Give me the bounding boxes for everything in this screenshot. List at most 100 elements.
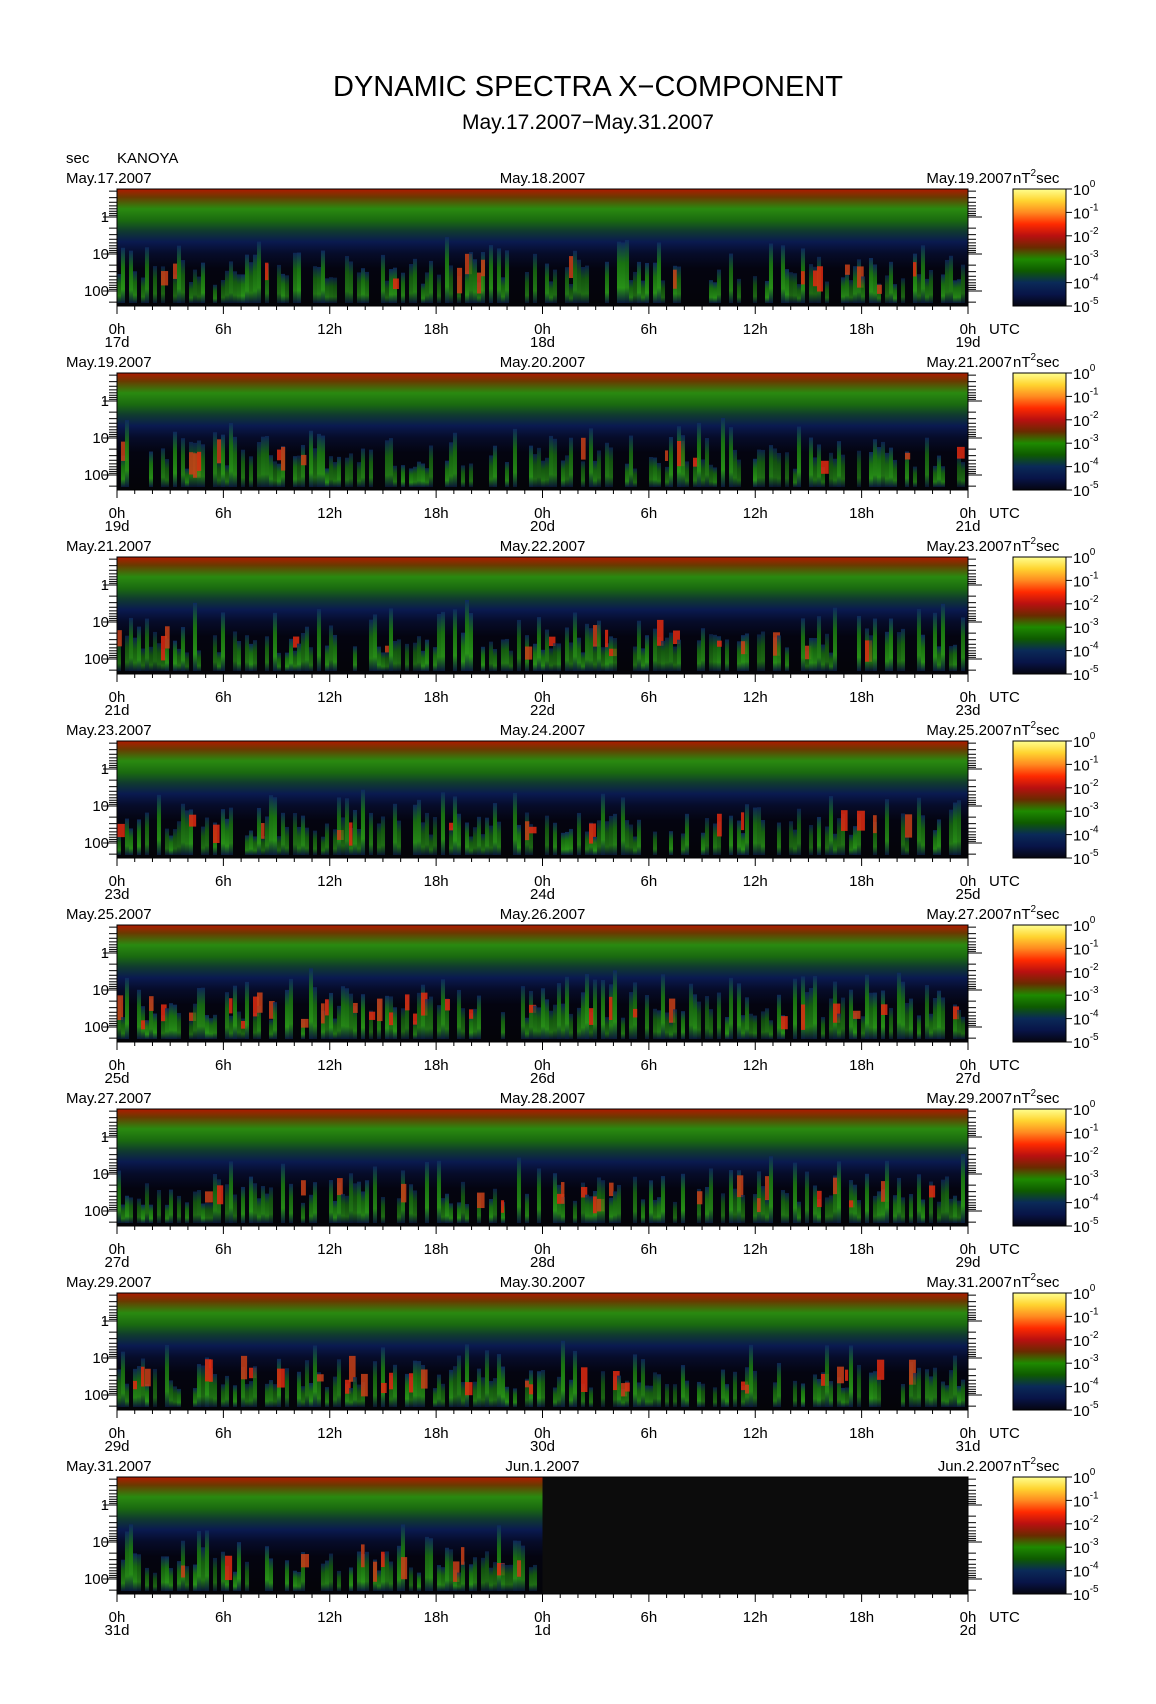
x-tick-label: 0h: [109, 873, 126, 890]
panel-date-right: Jun.2.2007: [938, 1458, 1012, 1475]
y-tick-label: 100: [84, 651, 109, 668]
y-tick-label: 100: [84, 835, 109, 852]
panel-date-mid: May.26.2007: [500, 906, 586, 923]
x-axis-unit: UTC: [989, 505, 1020, 522]
colorbar-tick-label: 10-1: [1073, 386, 1099, 406]
colorbar-unit-label: nT2sec: [1013, 904, 1060, 923]
x-tick-label: 0h: [109, 1425, 126, 1442]
panel-date-left: May.29.2007: [66, 1274, 152, 1291]
y-tick-label: 100: [84, 283, 109, 300]
x-tick-label: 18h: [849, 1057, 874, 1074]
colorbar-tick-label: 10-5: [1073, 1400, 1099, 1420]
panel-date-mid: May.20.2007: [500, 354, 586, 371]
x-tick-label: 18h: [424, 1241, 449, 1258]
y-unit-label: sec: [66, 150, 90, 167]
colorbar-tick-label: 10-3: [1073, 985, 1099, 1005]
x-day-label: 24d: [530, 886, 555, 903]
y-axis-ticks: [103, 1294, 982, 1407]
x-tick-label: 0h: [534, 873, 551, 890]
x-axis-ticks: [116, 858, 969, 866]
x-tick-label: 12h: [743, 689, 768, 706]
y-tick-label: 100: [84, 1203, 109, 1220]
x-tick-label: 6h: [641, 1609, 658, 1626]
spectrogram-panels: May.17.2007 May.18.2007 May.19.2007 nT2sec1…: [66, 168, 1099, 1639]
x-day-label: 31d: [955, 1438, 980, 1455]
spectral-activity: [121, 418, 965, 487]
y-tick-label: 100: [84, 1571, 109, 1588]
x-tick-label: 0h: [960, 321, 977, 338]
x-day-label: 28d: [530, 1254, 555, 1271]
y-tick-label: 10: [92, 1350, 109, 1367]
y-tick-label: 10: [92, 798, 109, 815]
x-tick-label: 12h: [743, 1241, 768, 1258]
figure-subtitle: May.17.2007−May.31.2007: [462, 111, 714, 134]
colorbar-tick-label: 10-4: [1073, 1561, 1099, 1581]
x-tick-label: 18h: [849, 1241, 874, 1258]
colorbar-tick-label: 10-3: [1073, 617, 1099, 637]
x-tick-label: 6h: [215, 1425, 232, 1442]
x-day-label: 25d: [955, 886, 980, 903]
x-tick-label: 12h: [743, 1057, 768, 1074]
panel-date-left: May.27.2007: [66, 1090, 152, 1107]
figure-title: DYNAMIC SPECTRA X−COMPONENT: [333, 71, 843, 103]
colorbar-tick-label: 10-1: [1073, 570, 1099, 590]
colorbar-tick-label: 10-3: [1073, 249, 1099, 269]
y-axis-ticks: [103, 1478, 982, 1591]
x-tick-label: 6h: [215, 1609, 232, 1626]
x-tick-label: 0h: [534, 689, 551, 706]
x-tick-label: 18h: [424, 689, 449, 706]
y-axis-ticks: [103, 558, 982, 671]
colorbar-tick-label: 10-1: [1073, 202, 1099, 222]
x-tick-label: 6h: [641, 321, 658, 338]
panel-date-left: May.23.2007: [66, 722, 152, 739]
y-axis-ticks: [103, 190, 982, 303]
colorbar-tick-label: 100: [1073, 179, 1096, 199]
x-day-label: 26d: [530, 1070, 555, 1087]
colorbar-tick-label: 10-1: [1073, 938, 1099, 958]
colorbar-tick-label: 10-4: [1073, 825, 1099, 845]
colorbar-unit-label: nT2sec: [1013, 720, 1060, 739]
colorbar-tick-label: 10-2: [1073, 962, 1099, 982]
x-tick-label: 6h: [215, 505, 232, 522]
x-day-label: 25d: [104, 1070, 129, 1087]
x-day-label: 19d: [955, 334, 980, 351]
colorbar-tick-label: 100: [1073, 363, 1096, 383]
x-tick-label: 12h: [317, 505, 342, 522]
x-day-label: 31d: [104, 1622, 129, 1639]
x-tick-label: 0h: [534, 505, 551, 522]
x-day-label: 20d: [530, 518, 555, 535]
x-day-label: 23d: [955, 702, 980, 719]
x-tick-label: 6h: [641, 505, 658, 522]
spectral-activity: [117, 599, 965, 671]
colorbar-unit-label: nT2sec: [1013, 1456, 1060, 1475]
y-axis-ticks: [103, 742, 982, 855]
colorbar-tick-label: 10-3: [1073, 433, 1099, 453]
panel-date-left: May.17.2007: [66, 170, 152, 187]
panel-date-right: May.23.2007: [926, 538, 1012, 555]
spectrogram-panel: May.31.2007 Jun.1.2007 Jun.2.2007 nT2sec110…: [66, 1456, 1099, 1639]
colorbar-tick-label: 10-1: [1073, 1306, 1099, 1326]
colorbar-tick-label: 100: [1073, 1467, 1096, 1487]
x-day-label: 21d: [104, 702, 129, 719]
x-day-label: 2d: [960, 1622, 977, 1639]
y-tick-label: 10: [92, 982, 109, 999]
colorbar-tick-label: 100: [1073, 731, 1096, 751]
colorbar-tick-label: 10-5: [1073, 296, 1099, 316]
x-tick-label: 6h: [641, 689, 658, 706]
panel-date-mid: May.18.2007: [500, 170, 586, 187]
x-axis-ticks: [116, 1226, 969, 1234]
colorbar: 100 10-1 10-2 10-3 10-4 10-5: [1012, 731, 1099, 868]
x-tick-label: 0h: [109, 1241, 126, 1258]
x-axis-ticks: [116, 1594, 969, 1602]
x-tick-label: 12h: [743, 321, 768, 338]
x-tick-label: 0h: [960, 1609, 977, 1626]
x-tick-label: 6h: [215, 1057, 232, 1074]
colorbar: 100 10-1 10-2 10-3 10-4 10-5: [1012, 1283, 1099, 1420]
colorbar-unit-label: nT2sec: [1013, 168, 1060, 187]
x-day-label: 27d: [955, 1070, 980, 1087]
x-tick-label: 0h: [960, 689, 977, 706]
x-tick-label: 12h: [743, 505, 768, 522]
spectrogram-panel: May.23.2007 May.24.2007 May.25.2007 nT2sec1…: [66, 720, 1099, 903]
x-tick-label: 18h: [849, 505, 874, 522]
